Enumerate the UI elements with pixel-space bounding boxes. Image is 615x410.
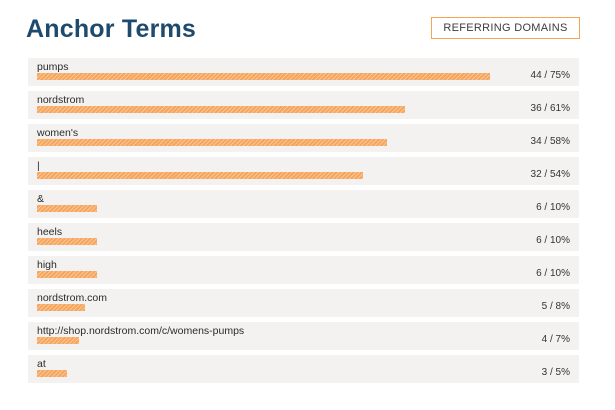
anchor-term-value: 5 / 8% bbox=[541, 301, 570, 312]
anchor-terms-list: pumps 44 / 75% nordstrom 36 / 61% women'… bbox=[28, 58, 579, 388]
anchor-term-bar bbox=[37, 238, 97, 245]
anchor-term-row: & 6 / 10% bbox=[28, 190, 579, 218]
anchor-term-row: women's 34 / 58% bbox=[28, 124, 579, 152]
anchor-term-label: women's bbox=[37, 127, 79, 139]
anchor-term-value: 3 / 5% bbox=[541, 367, 570, 378]
anchor-term-bar bbox=[37, 370, 67, 377]
anchor-term-label: nordstrom bbox=[37, 94, 85, 106]
anchor-term-row: high 6 / 10% bbox=[28, 256, 579, 284]
anchor-term-label: high bbox=[37, 259, 57, 271]
anchor-term-row: http://shop.nordstrom.com/c/womens-pumps… bbox=[28, 322, 579, 350]
panel-title: Anchor Terms bbox=[26, 15, 197, 43]
anchor-term-label: heels bbox=[37, 226, 63, 238]
anchor-term-bar bbox=[37, 106, 405, 113]
anchor-term-value: 34 / 58% bbox=[530, 136, 570, 147]
anchor-term-value: 32 / 54% bbox=[530, 169, 570, 180]
anchor-term-row: | 32 / 54% bbox=[28, 157, 579, 185]
anchor-term-value: 6 / 10% bbox=[536, 202, 570, 213]
anchor-term-row: pumps 44 / 75% bbox=[28, 58, 579, 86]
anchor-term-value: 4 / 7% bbox=[541, 334, 570, 345]
anchor-term-bar bbox=[37, 304, 85, 311]
anchor-term-bar bbox=[37, 337, 79, 344]
anchor-term-row: nordstrom 36 / 61% bbox=[28, 91, 579, 119]
anchor-term-value: 6 / 10% bbox=[536, 235, 570, 246]
anchor-term-bar bbox=[37, 73, 490, 80]
anchor-term-bar bbox=[37, 205, 97, 212]
anchor-term-value: 6 / 10% bbox=[536, 268, 570, 279]
anchor-term-label: http://shop.nordstrom.com/c/womens-pumps bbox=[37, 325, 245, 337]
anchor-term-label: | bbox=[37, 160, 40, 172]
anchor-term-label: at bbox=[37, 358, 46, 370]
anchor-term-value: 44 / 75% bbox=[530, 70, 570, 81]
anchor-term-row: heels 6 / 10% bbox=[28, 223, 579, 251]
anchor-term-bar bbox=[37, 172, 363, 179]
anchor-term-bar bbox=[37, 271, 97, 278]
anchor-term-value: 36 / 61% bbox=[530, 103, 570, 114]
anchor-term-label: nordstrom.com bbox=[37, 292, 108, 304]
anchor-term-bar bbox=[37, 139, 387, 146]
anchor-term-label: & bbox=[37, 193, 45, 205]
anchor-term-row: nordstrom.com 5 / 8% bbox=[28, 289, 579, 317]
anchor-term-label: pumps bbox=[37, 61, 69, 73]
referring-domains-button[interactable]: REFERRING DOMAINS bbox=[431, 17, 580, 39]
anchor-term-row: at 3 / 5% bbox=[28, 355, 579, 383]
